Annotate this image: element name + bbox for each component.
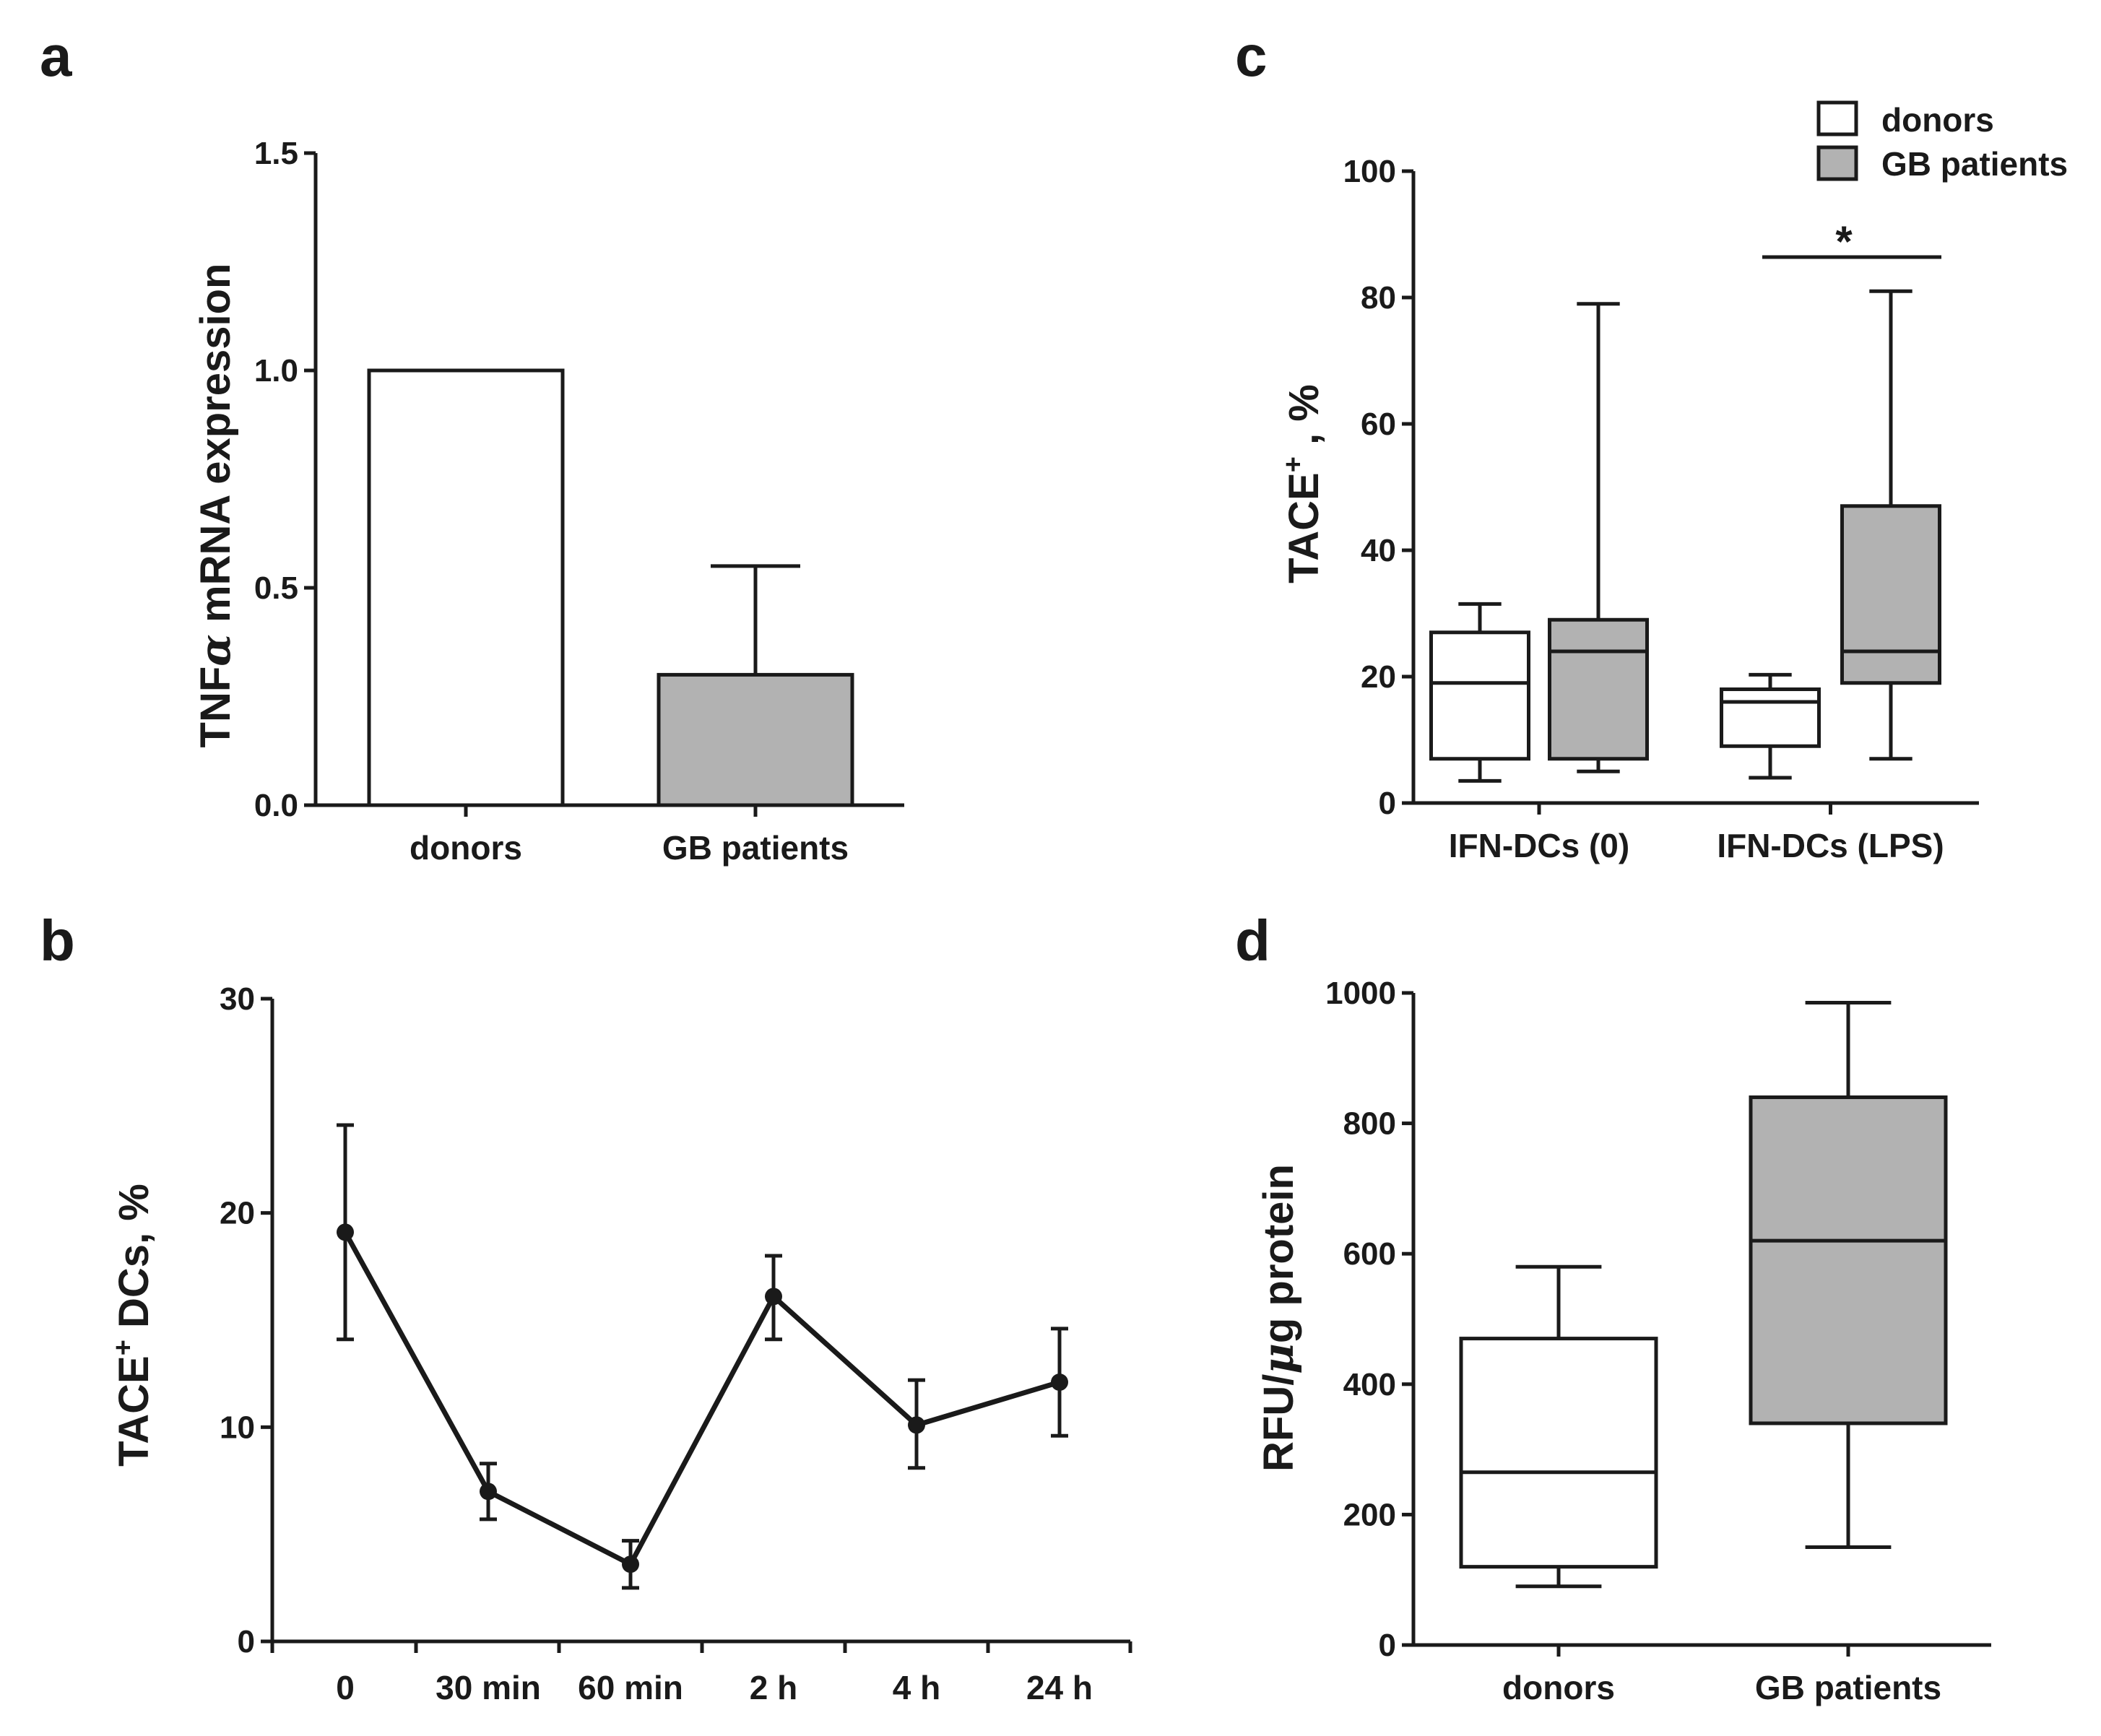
panel-a-ytick-label-3: 1.5 (254, 136, 298, 171)
panel-d-box-0-box (1459, 1337, 1658, 1569)
panel-a-plot: 0.0 0.5 1.0 1.5 donors GB patients (254, 136, 904, 867)
legend-label-donors: donors (1881, 101, 1994, 139)
panel-a-bar-0 (367, 368, 565, 807)
panel-d-plot: 0 200 400 600 800 1000 donors GB patients (1325, 976, 1991, 1706)
panel-c-ytick-label-2: 40 (1361, 533, 1396, 568)
panel-b-point-2 (622, 1555, 639, 1574)
panel-d-box-1-box (1749, 1095, 1948, 1425)
panel-c-ytick-label-0: 0 (1379, 786, 1396, 821)
panel-b-ytick-label-1: 10 (220, 1410, 255, 1445)
panel-b-point-0 (337, 1223, 354, 1241)
panel-c-ytick-label-5: 100 (1343, 154, 1396, 189)
panel-c-box-0-1-box (1548, 617, 1649, 761)
panel-b-plot: 0 10 20 30 0 30 min 60 min 2 h 4 h 24 h (220, 981, 1132, 1706)
panel-b-xtick-label-1: 30 min (436, 1669, 541, 1706)
panel-label-c: c (1235, 24, 1268, 88)
panel-d-ylabel: RFU/μg protein (1254, 1164, 1303, 1472)
panel-a-bar-1 (657, 672, 854, 807)
panel-c-box-1-1-box (1840, 504, 1941, 685)
panel-d-category-0: donors (1502, 1669, 1615, 1706)
panel-d-ytick-label-5: 1000 (1325, 976, 1396, 1011)
panel-b-xtick-label-2: 60 min (578, 1669, 683, 1706)
legend-label-gb-patients: GB patients (1881, 145, 2068, 183)
panel-d-ytick-label-4: 800 (1343, 1106, 1396, 1142)
panel-a-ytick-label-2: 1.0 (254, 353, 298, 389)
panel-d-ytick-label-3: 600 (1343, 1236, 1396, 1272)
panel-c-ytick-label-4: 80 (1361, 280, 1396, 316)
panel-b-point-5 (1051, 1373, 1068, 1392)
panel-b-ytick-label-3: 30 (220, 981, 255, 1017)
panel-c-category-1: IFN-DCs (LPS) (1717, 827, 1944, 864)
panel-b-point-1 (480, 1483, 497, 1501)
panel-a-category-1: GB patients (662, 829, 849, 867)
panel-a-ylabel: TNFα mRNA expression (191, 264, 240, 748)
panel-b-xtick-label-0: 0 (336, 1669, 355, 1706)
panel-c-box-1-0-box (1720, 687, 1821, 748)
panel-d-ytick-label-0: 0 (1379, 1628, 1396, 1663)
panel-a-ytick-label-1: 0.5 (254, 570, 298, 606)
panel-c-ytick-label-3: 60 (1361, 407, 1396, 442)
legend-swatch-donors (1816, 100, 1858, 136)
panel-b-series-line (342, 1231, 1061, 1567)
legend: donors GB patients (1816, 100, 2068, 183)
panel-d-ytick-label-1: 200 (1343, 1497, 1396, 1532)
panel-b-ylabel: TACE+ DCs, % (108, 1184, 157, 1467)
panel-c-plot: 0 20 40 60 80 100 IFN-DCs (0) IFN-DCs (LPS) (1343, 154, 1979, 864)
legend-swatch-gb-patients (1816, 145, 1858, 181)
panel-a-ytick-label-0: 0.0 (254, 788, 298, 823)
panel-b-xtick-label-5: 24 h (1026, 1669, 1093, 1706)
panel-b-xtick-label-3: 2 h (750, 1669, 797, 1706)
panel-b-point-3 (765, 1288, 782, 1306)
panel-label-a: a (40, 24, 72, 88)
panel-c-ytick-label-1: 20 (1361, 659, 1396, 695)
panel-d-ytick-label-2: 400 (1343, 1367, 1396, 1402)
panel-label-d: d (1235, 908, 1270, 973)
panel-b-xtick-label-4: 4 h (893, 1669, 940, 1706)
panel-b-point-4 (908, 1416, 925, 1434)
panel-d-category-1: GB patients (1755, 1669, 1941, 1706)
panel-c-box-0-0-box (1429, 630, 1530, 761)
panel-c-ylabel: TACE+ , % (1278, 384, 1327, 583)
panel-b-ytick-label-0: 0 (238, 1624, 255, 1659)
panel-a-category-0: donors (410, 829, 522, 867)
panel-c-category-0: IFN-DCs (0) (1449, 827, 1629, 864)
significance-star: * (1835, 217, 1853, 266)
panel-label-b: b (40, 908, 75, 973)
panel-b-ytick-label-2: 20 (220, 1196, 255, 1231)
